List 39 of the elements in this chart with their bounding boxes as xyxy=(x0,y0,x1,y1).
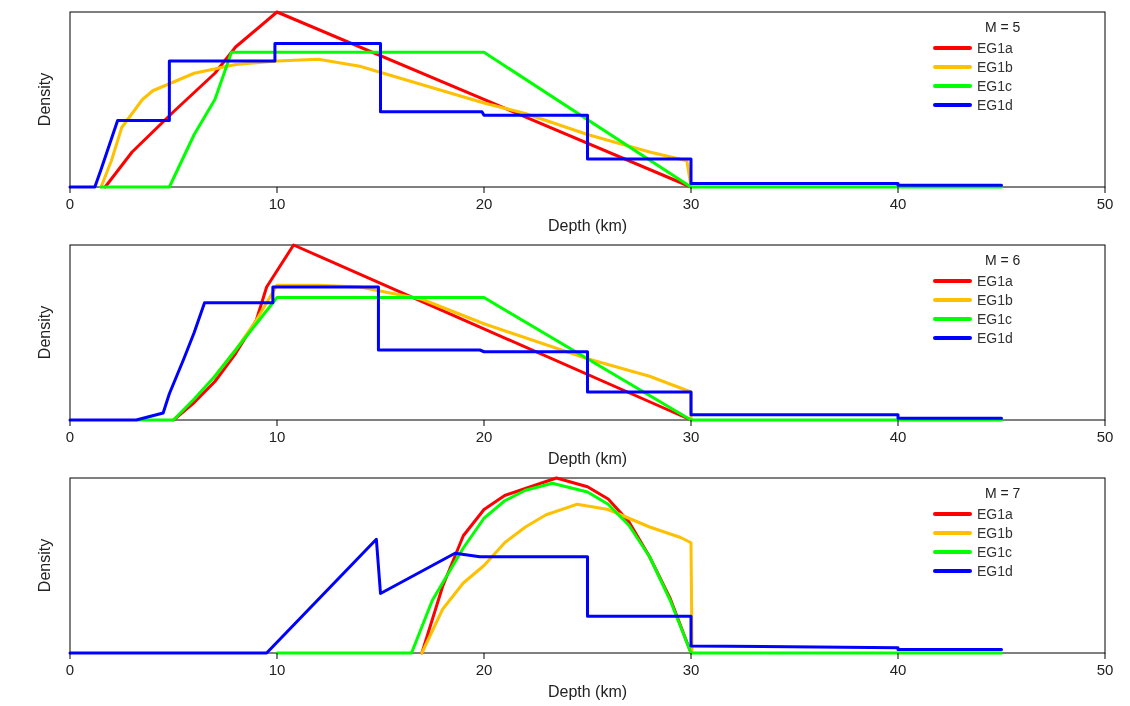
x-tick-label: 50 xyxy=(1096,428,1114,445)
x-tick-label: 20 xyxy=(475,195,493,212)
x-tick-label: 20 xyxy=(475,428,493,445)
legend-label: EG1c xyxy=(977,78,1013,94)
x-tick-label: 50 xyxy=(1096,661,1114,678)
x-axis-title: Depth (km) xyxy=(547,217,628,234)
legend-title: M = 7 xyxy=(985,485,1021,501)
x-tick-label: 10 xyxy=(268,428,286,445)
legend-label: EG1d xyxy=(977,330,1013,346)
x-tick-label: 20 xyxy=(475,661,493,678)
x-tick-label: 40 xyxy=(889,661,907,678)
x-tick-label: 40 xyxy=(889,428,907,445)
x-axis-title: Depth (km) xyxy=(547,450,628,467)
legend-label: EG1d xyxy=(977,97,1013,113)
y-axis-title: Density xyxy=(36,305,53,360)
legend-label: EG1b xyxy=(977,59,1014,75)
legend-label: EG1a xyxy=(977,273,1014,289)
legend-label: EG1b xyxy=(977,525,1014,541)
legend-label: EG1a xyxy=(977,40,1014,56)
x-tick-label: 0 xyxy=(65,428,75,445)
y-axis-title: Density xyxy=(36,538,53,593)
x-tick-label: 0 xyxy=(65,195,75,212)
x-tick-label: 10 xyxy=(268,195,286,212)
legend-label: EG1d xyxy=(977,563,1013,579)
legend-label: EG1c xyxy=(977,311,1013,327)
x-tick-label: 10 xyxy=(268,661,286,678)
x-tick-label: 30 xyxy=(682,428,700,445)
legend-label: EG1c xyxy=(977,544,1013,560)
legend-label: EG1a xyxy=(977,506,1014,522)
legend-title: M = 5 xyxy=(985,19,1021,35)
x-tick-label: 0 xyxy=(65,661,75,678)
legend-title: M = 6 xyxy=(985,252,1021,268)
y-axis-title: Density xyxy=(36,72,53,127)
x-tick-label: 50 xyxy=(1096,195,1114,212)
x-tick-label: 40 xyxy=(889,195,907,212)
legend-label: EG1b xyxy=(977,292,1014,308)
x-tick-label: 30 xyxy=(682,661,700,678)
x-tick-label: 30 xyxy=(682,195,700,212)
x-axis-title: Depth (km) xyxy=(547,683,628,700)
